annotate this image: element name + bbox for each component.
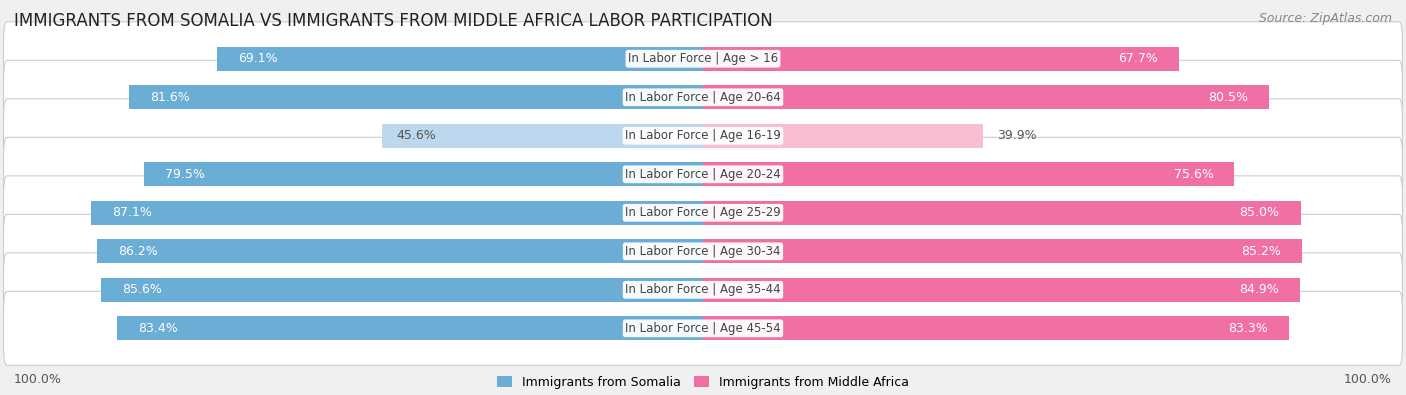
Bar xyxy=(703,85,1268,109)
Bar xyxy=(117,316,703,340)
Bar xyxy=(91,201,703,225)
Bar xyxy=(129,85,703,109)
Text: 84.9%: 84.9% xyxy=(1239,283,1279,296)
Text: In Labor Force | Age 20-24: In Labor Force | Age 20-24 xyxy=(626,168,780,181)
FancyBboxPatch shape xyxy=(3,137,1403,211)
Text: In Labor Force | Age 35-44: In Labor Force | Age 35-44 xyxy=(626,283,780,296)
Text: In Labor Force | Age > 16: In Labor Force | Age > 16 xyxy=(628,52,778,65)
Text: 85.6%: 85.6% xyxy=(122,283,162,296)
FancyBboxPatch shape xyxy=(3,22,1403,96)
Legend: Immigrants from Somalia, Immigrants from Middle Africa: Immigrants from Somalia, Immigrants from… xyxy=(498,376,908,389)
Text: In Labor Force | Age 16-19: In Labor Force | Age 16-19 xyxy=(626,129,780,142)
FancyBboxPatch shape xyxy=(3,253,1403,327)
Text: 100.0%: 100.0% xyxy=(14,373,62,386)
Bar xyxy=(703,239,1302,263)
Text: In Labor Force | Age 20-64: In Labor Force | Age 20-64 xyxy=(626,91,780,104)
Text: 87.1%: 87.1% xyxy=(112,206,152,219)
FancyBboxPatch shape xyxy=(3,176,1403,250)
Bar xyxy=(703,162,1234,186)
Bar xyxy=(703,201,1301,225)
Text: 67.7%: 67.7% xyxy=(1118,52,1159,65)
Text: 80.5%: 80.5% xyxy=(1208,91,1249,104)
Text: In Labor Force | Age 25-29: In Labor Force | Age 25-29 xyxy=(626,206,780,219)
Text: 100.0%: 100.0% xyxy=(1344,373,1392,386)
Text: In Labor Force | Age 30-34: In Labor Force | Age 30-34 xyxy=(626,245,780,258)
FancyBboxPatch shape xyxy=(3,214,1403,288)
Bar xyxy=(703,278,1301,302)
Text: 83.3%: 83.3% xyxy=(1227,322,1268,335)
Bar xyxy=(703,316,1289,340)
Bar xyxy=(145,162,703,186)
Text: 45.6%: 45.6% xyxy=(396,129,436,142)
Text: In Labor Force | Age 45-54: In Labor Force | Age 45-54 xyxy=(626,322,780,335)
Bar xyxy=(703,47,1178,71)
Text: 69.1%: 69.1% xyxy=(239,52,278,65)
Text: 81.6%: 81.6% xyxy=(150,91,190,104)
Text: 79.5%: 79.5% xyxy=(165,168,205,181)
Bar xyxy=(97,239,703,263)
Text: Source: ZipAtlas.com: Source: ZipAtlas.com xyxy=(1258,12,1392,25)
Bar xyxy=(703,124,984,148)
Text: 86.2%: 86.2% xyxy=(118,245,157,258)
Text: 85.0%: 85.0% xyxy=(1240,206,1279,219)
Bar xyxy=(218,47,703,71)
FancyBboxPatch shape xyxy=(3,60,1403,134)
FancyBboxPatch shape xyxy=(3,292,1403,365)
Text: 83.4%: 83.4% xyxy=(138,322,177,335)
Text: 85.2%: 85.2% xyxy=(1241,245,1281,258)
Text: IMMIGRANTS FROM SOMALIA VS IMMIGRANTS FROM MIDDLE AFRICA LABOR PARTICIPATION: IMMIGRANTS FROM SOMALIA VS IMMIGRANTS FR… xyxy=(14,12,773,30)
Bar xyxy=(101,278,703,302)
Text: 75.6%: 75.6% xyxy=(1174,168,1213,181)
FancyBboxPatch shape xyxy=(3,99,1403,173)
Text: 39.9%: 39.9% xyxy=(998,129,1038,142)
Bar xyxy=(382,124,703,148)
